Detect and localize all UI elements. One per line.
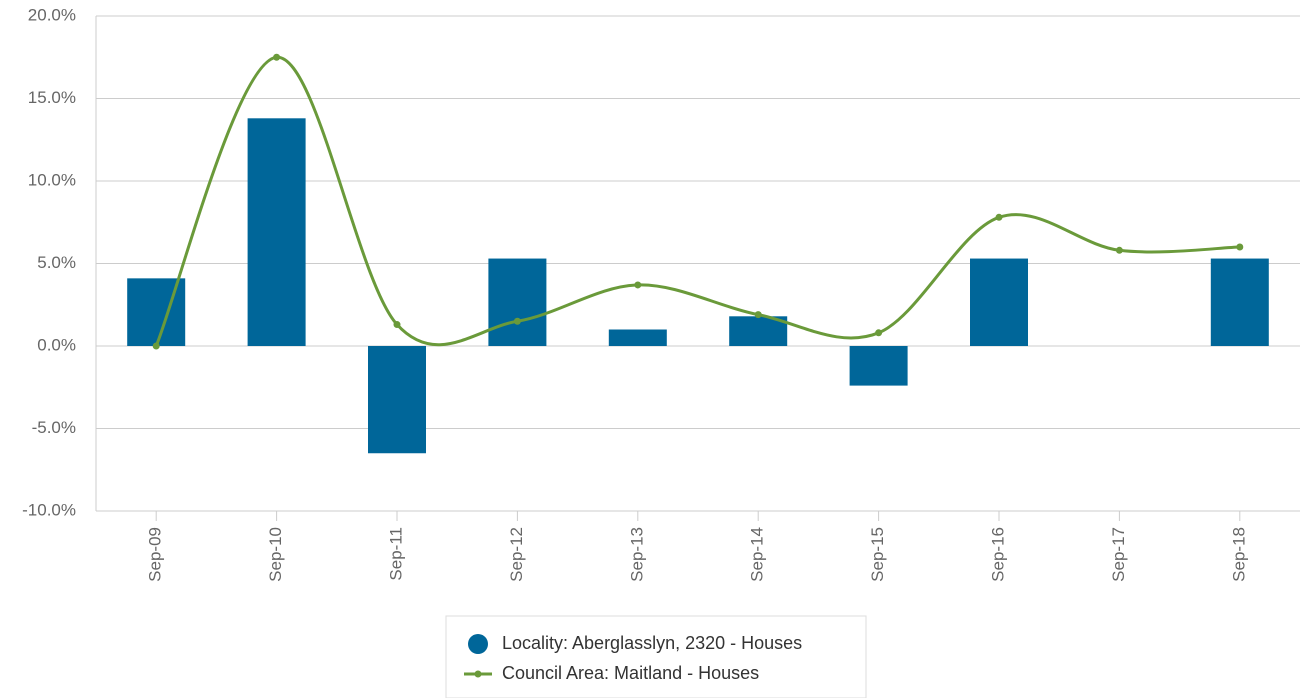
x-tick-label: Sep-15 bbox=[868, 527, 887, 582]
legend-label: Council Area: Maitland - Houses bbox=[502, 663, 759, 683]
bar bbox=[608, 329, 667, 346]
legend-label: Locality: Aberglasslyn, 2320 - Houses bbox=[502, 633, 802, 653]
line-point bbox=[513, 317, 521, 325]
x-tick-label: Sep-10 bbox=[266, 527, 285, 582]
y-tick-label: 5.0% bbox=[37, 253, 76, 272]
y-tick-label: 10.0% bbox=[28, 170, 76, 189]
line-point bbox=[1236, 243, 1244, 251]
y-tick-label: -10.0% bbox=[22, 500, 76, 519]
y-tick-label: 15.0% bbox=[28, 88, 76, 107]
legend-box bbox=[445, 615, 867, 698]
bar bbox=[368, 346, 426, 454]
bar bbox=[1210, 258, 1269, 346]
bar bbox=[970, 258, 1028, 346]
legend: Locality: Aberglasslyn, 2320 - Houses Cou… bbox=[445, 615, 867, 698]
line bbox=[154, 55, 1240, 347]
y-tick-label: 20.0% bbox=[28, 5, 76, 24]
y-tick-label: -5.0% bbox=[32, 418, 76, 437]
x-tick-label: Sep-09 bbox=[146, 527, 165, 582]
legend-marker bbox=[468, 634, 488, 654]
bar bbox=[849, 346, 908, 386]
x-tick-label: Sep-18 bbox=[1229, 527, 1248, 582]
x-tick-label: Sep-16 bbox=[988, 527, 1007, 582]
x-tick-label: Sep-14 bbox=[748, 527, 767, 582]
line-point bbox=[393, 321, 401, 329]
line-point bbox=[754, 311, 762, 319]
bar bbox=[247, 118, 306, 346]
x-tick-label: Sep-12 bbox=[507, 527, 526, 582]
bar bbox=[488, 258, 547, 346]
y-tick-label: 0.0% bbox=[37, 335, 76, 354]
line-point bbox=[1115, 246, 1123, 254]
legend-marker bbox=[474, 670, 482, 678]
line-point bbox=[152, 342, 160, 350]
x-tick-label: Sep-13 bbox=[627, 527, 646, 582]
line-point bbox=[634, 281, 642, 289]
line-point bbox=[273, 53, 281, 61]
x-tick-label: Sep-17 bbox=[1109, 527, 1128, 582]
line-point bbox=[995, 213, 1003, 221]
x-tick-label: Sep-11 bbox=[386, 527, 405, 581]
line-point bbox=[875, 329, 883, 337]
